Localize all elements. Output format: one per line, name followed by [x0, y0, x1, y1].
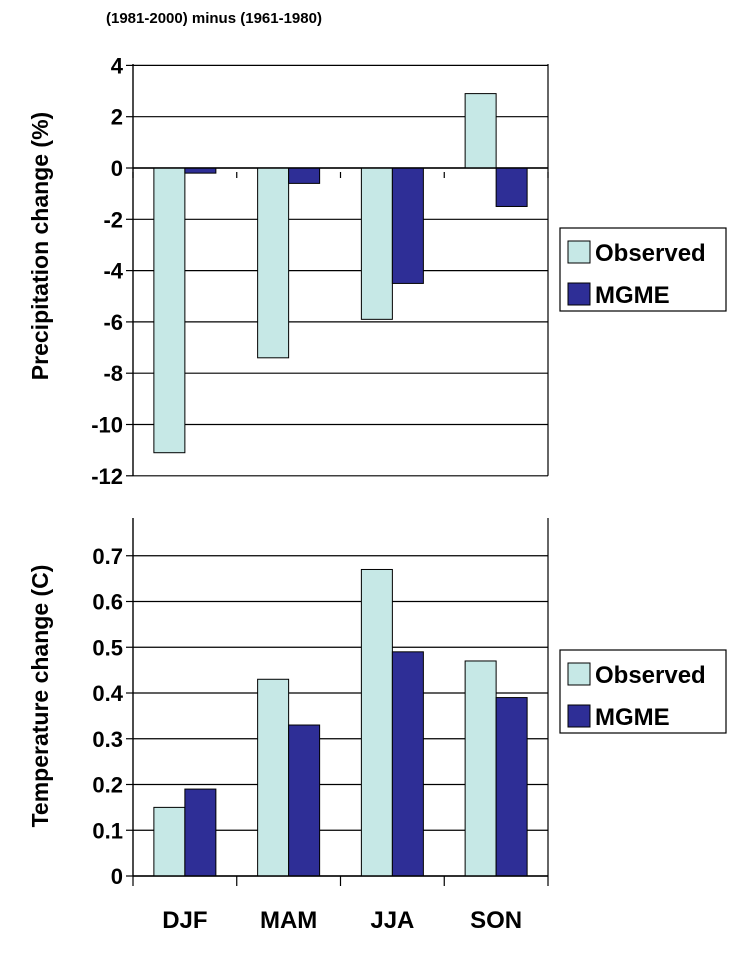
y-tick-label: 0.5	[92, 635, 123, 660]
category-label-djf: DJF	[162, 907, 207, 934]
bar-observed-mam	[257, 167, 290, 359]
y-tick-label: 2	[111, 105, 123, 130]
bar-mgme-mam	[288, 724, 321, 877]
bar-mgme-son	[495, 697, 528, 877]
y-tick-label: -10	[91, 413, 123, 438]
y-tick-label: 4	[111, 53, 124, 78]
y-tick-label: 0.4	[92, 681, 123, 706]
legend-label-observed: Observed	[595, 662, 706, 689]
bar-mgme-djf	[184, 167, 217, 174]
bar-observed-jja	[360, 167, 393, 320]
bar-mgme-djf	[184, 788, 217, 877]
y-tick-label: -2	[103, 207, 123, 232]
y-tick-label: 0.1	[92, 818, 123, 843]
y-tick-label: -6	[103, 310, 123, 335]
y-axis-title: Temperature change (C)	[27, 565, 53, 828]
bar-mgme-son	[495, 167, 528, 207]
category-label-jja: JJA	[370, 907, 414, 934]
y-tick-label: 0	[111, 864, 123, 889]
temperature-chart: 0.7 0.6 0.5 0.4 0.3 0.2 0.1 0 DJF MAM JJA SON Temper…	[27, 518, 727, 934]
bar-mgme-mam	[288, 167, 321, 184]
legend-label-mgme: MGME	[595, 282, 670, 309]
legend-swatch-mgme	[567, 282, 591, 306]
chart-subtitle: (1981-2000) minus (1961-1980)	[106, 10, 322, 27]
legend-swatch-mgme	[567, 704, 591, 728]
y-tick-label: 0.2	[92, 773, 123, 798]
precipitation-chart: 4 2 0 -2 -4 -6 -8 -10 -12 Precipitation change (%…	[27, 53, 727, 489]
bar-observed-jja	[360, 568, 393, 877]
legend-swatch-observed	[567, 662, 591, 686]
y-tick-label: 0.3	[92, 727, 123, 752]
bar-mgme-jja	[391, 651, 424, 877]
y-axis-title: Precipitation change (%)	[27, 112, 53, 380]
legend-swatch-observed	[567, 240, 591, 264]
bar-observed-son	[464, 660, 497, 877]
bar-observed-djf	[153, 806, 186, 877]
legend-label-mgme: MGME	[595, 704, 670, 731]
legend-label-observed: Observed	[595, 240, 706, 267]
y-tick-label: -4	[103, 259, 123, 284]
bar-observed-djf	[153, 167, 186, 454]
y-tick-label: 0.7	[92, 544, 123, 569]
category-label-mam: MAM	[260, 907, 317, 934]
y-tick-label: 0.6	[92, 590, 123, 615]
y-tick-label: -8	[103, 361, 123, 386]
y-tick-label: 0	[111, 156, 123, 181]
bar-observed-mam	[257, 678, 290, 877]
y-tick-label: -12	[91, 464, 123, 489]
bar-mgme-jja	[391, 167, 424, 284]
bar-observed-son	[464, 93, 497, 169]
category-label-son: SON	[470, 907, 522, 934]
